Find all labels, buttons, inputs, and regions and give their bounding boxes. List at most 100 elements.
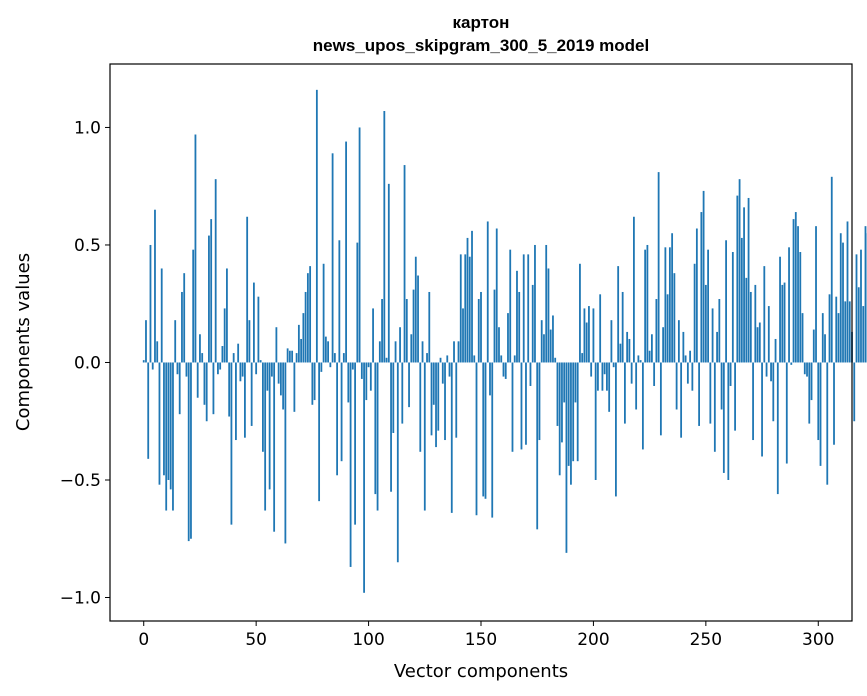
bar xyxy=(716,331,718,363)
bar xyxy=(722,362,725,473)
bar xyxy=(504,362,507,379)
bar xyxy=(644,249,647,363)
bar xyxy=(650,334,653,363)
bar xyxy=(405,299,408,363)
bar xyxy=(491,362,494,518)
bar xyxy=(695,228,698,363)
bar xyxy=(583,308,586,363)
bar xyxy=(653,362,656,386)
bar xyxy=(192,249,195,363)
bar xyxy=(253,282,255,363)
bar xyxy=(356,242,359,363)
bar xyxy=(315,89,318,363)
bar xyxy=(475,362,478,516)
bar xyxy=(534,244,536,363)
bar xyxy=(318,362,321,502)
bar xyxy=(448,362,451,377)
bar xyxy=(435,362,437,448)
bar xyxy=(527,254,530,363)
bar xyxy=(783,282,786,363)
bar xyxy=(183,273,186,363)
bar xyxy=(358,127,361,363)
bar xyxy=(266,362,269,391)
bar xyxy=(181,291,183,363)
bar xyxy=(770,362,772,382)
bar xyxy=(486,221,489,363)
bar xyxy=(502,362,505,377)
bar xyxy=(756,327,759,363)
bar xyxy=(781,284,784,363)
bar xyxy=(747,197,750,363)
bar xyxy=(585,322,588,363)
y-tick-label: 0.0 xyxy=(74,353,101,373)
bar xyxy=(441,362,444,384)
y-tick-label: 0.5 xyxy=(74,236,101,256)
bar xyxy=(745,277,748,363)
bar xyxy=(824,334,826,363)
bar xyxy=(752,362,754,441)
bar xyxy=(313,362,316,401)
bar xyxy=(860,249,862,363)
chart-title: картон xyxy=(453,13,510,32)
bar xyxy=(421,341,424,363)
bar xyxy=(837,313,840,363)
bar xyxy=(513,355,516,363)
bar xyxy=(417,275,419,363)
bar xyxy=(464,254,467,363)
bar xyxy=(151,362,154,370)
bar xyxy=(572,362,575,462)
chart-subtitle: news_upos_skipgram_300_5_2019 model xyxy=(313,36,649,55)
bar xyxy=(552,315,554,363)
bar xyxy=(176,362,179,375)
bar xyxy=(788,247,790,363)
bar xyxy=(228,362,231,417)
bar xyxy=(707,249,709,363)
bar xyxy=(392,362,395,433)
bar xyxy=(754,284,757,363)
bar xyxy=(279,362,282,396)
bar xyxy=(709,362,712,424)
bar xyxy=(563,362,566,403)
bar xyxy=(390,362,392,492)
bar xyxy=(194,134,197,363)
bar xyxy=(473,355,476,363)
bar xyxy=(673,273,676,363)
bar xyxy=(713,362,716,452)
bar xyxy=(331,153,334,363)
bar xyxy=(830,176,833,363)
bar xyxy=(698,362,700,426)
x-axis: 0 50 100 150 200 250 300 xyxy=(138,621,834,650)
bar xyxy=(282,362,285,410)
bar-series xyxy=(142,89,867,593)
bar xyxy=(439,357,442,363)
bar xyxy=(743,207,745,363)
bar xyxy=(360,362,363,379)
bar xyxy=(844,301,847,363)
bar xyxy=(799,252,802,363)
bar xyxy=(545,244,548,363)
bar xyxy=(196,362,199,398)
bar xyxy=(588,306,590,363)
bar xyxy=(468,256,471,363)
bar xyxy=(792,219,795,363)
bar xyxy=(711,308,714,363)
bar xyxy=(776,362,779,495)
bar xyxy=(610,320,613,363)
bar xyxy=(547,268,550,363)
bar xyxy=(815,226,817,363)
bar xyxy=(453,341,455,363)
bar xyxy=(482,362,485,497)
bar xyxy=(378,341,381,363)
bar xyxy=(367,362,370,368)
bar xyxy=(648,350,651,363)
bar xyxy=(621,291,624,363)
bar xyxy=(457,341,460,363)
bar xyxy=(608,362,611,412)
bar xyxy=(223,308,226,363)
bar xyxy=(455,362,458,438)
bar xyxy=(790,362,793,365)
bar xyxy=(736,195,739,363)
bar xyxy=(309,266,312,363)
bar xyxy=(374,362,377,495)
bar xyxy=(235,362,237,441)
